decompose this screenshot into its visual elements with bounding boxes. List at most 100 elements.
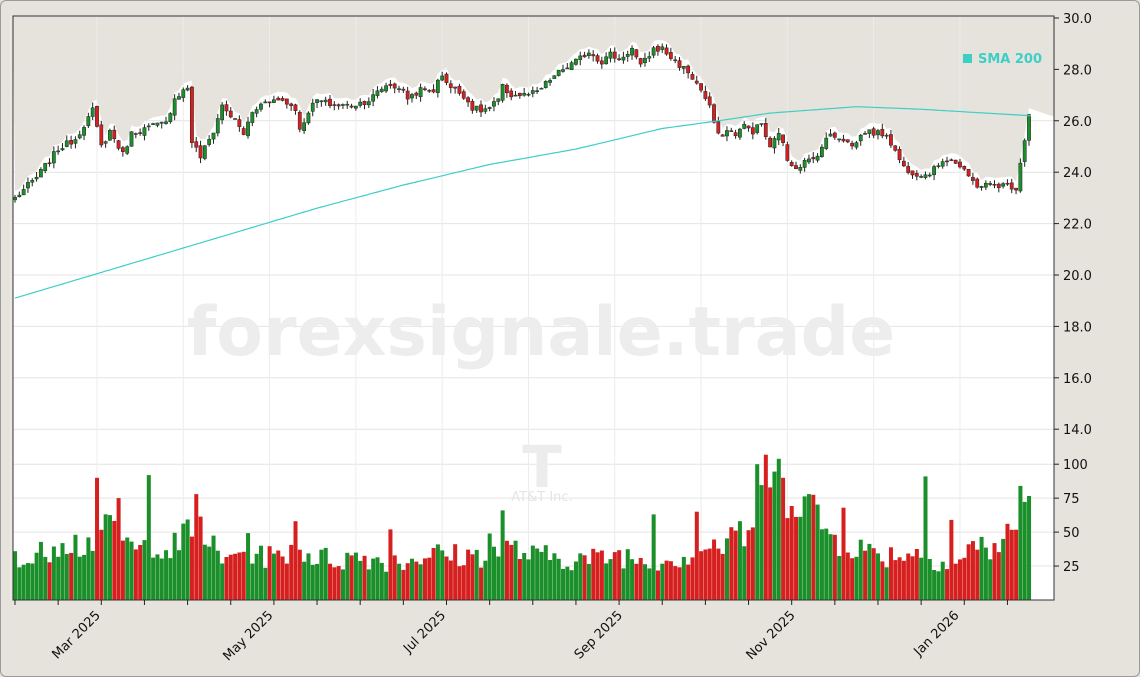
volume-bar xyxy=(90,550,95,600)
volume-bar xyxy=(47,562,52,600)
volume-bar xyxy=(207,546,212,600)
volume-bar xyxy=(863,550,868,600)
candle-body xyxy=(936,165,941,167)
candle-body xyxy=(988,183,993,185)
candle-body xyxy=(168,113,173,122)
candle-body xyxy=(707,96,712,106)
volume-bar xyxy=(699,551,704,600)
volume-bar xyxy=(681,556,686,600)
candle-body xyxy=(548,80,552,83)
volume-bar xyxy=(1014,529,1019,600)
candle-body xyxy=(854,142,859,148)
volume-bar xyxy=(988,559,993,600)
candle-body xyxy=(807,158,811,163)
volume-bar xyxy=(586,563,591,600)
volume-bar xyxy=(526,559,531,600)
candle-body xyxy=(664,47,669,55)
volume-bar xyxy=(798,516,803,600)
candle-body xyxy=(414,92,419,96)
candle-body xyxy=(215,118,220,134)
volume-bar xyxy=(983,547,988,600)
volume-bar xyxy=(565,566,570,600)
candle-body xyxy=(461,91,466,99)
candle-body xyxy=(444,73,449,83)
candle-body xyxy=(750,127,755,135)
candle-body xyxy=(82,127,86,136)
volume-bar xyxy=(77,556,82,600)
candle-body xyxy=(647,56,652,59)
volume-bar xyxy=(323,547,328,600)
candle-body xyxy=(889,134,893,146)
volume-bar xyxy=(336,566,341,600)
candle-body xyxy=(112,129,117,140)
volume-bar xyxy=(940,561,945,600)
candle-body xyxy=(668,52,673,59)
volume-bar xyxy=(970,541,975,600)
volume-bar xyxy=(837,556,842,600)
candle-body xyxy=(177,96,181,100)
volume-bars xyxy=(13,454,1032,600)
candle-body xyxy=(712,104,716,123)
candle-body xyxy=(379,88,384,92)
volume-tick-label: 75 xyxy=(1063,492,1080,507)
volume-bar xyxy=(962,557,967,600)
volume-bar xyxy=(125,537,130,600)
volume-bar xyxy=(932,570,937,600)
candle-body xyxy=(56,150,61,153)
candle-body xyxy=(224,104,229,112)
candle-body xyxy=(73,139,78,144)
volume-bar xyxy=(660,563,665,600)
candle-body xyxy=(617,58,621,60)
candle-body xyxy=(263,101,268,104)
candle-body xyxy=(108,130,112,141)
volume-bar xyxy=(763,454,768,600)
candle-body xyxy=(401,88,406,91)
candle-body xyxy=(720,134,725,137)
candle-body xyxy=(945,160,949,163)
volume-bar xyxy=(315,563,320,600)
candle-body xyxy=(51,151,56,164)
candle-body xyxy=(90,107,95,117)
candle-body xyxy=(315,99,319,103)
volume-bar xyxy=(146,475,151,600)
candle-body xyxy=(677,60,682,68)
candle-body xyxy=(850,142,854,147)
volume-bar xyxy=(500,510,505,600)
volume-bar xyxy=(655,570,660,600)
candle-body xyxy=(526,93,531,96)
volume-bar xyxy=(56,556,61,600)
candle-body xyxy=(366,101,371,106)
volume-bar xyxy=(189,536,194,600)
candle-body xyxy=(341,104,345,106)
volume-bar xyxy=(107,515,112,600)
candle-body xyxy=(556,70,561,76)
candle-body xyxy=(638,58,643,65)
candle-body xyxy=(202,145,207,159)
candle-body xyxy=(164,121,168,124)
volume-bar xyxy=(112,521,117,600)
volume-bar xyxy=(556,558,561,600)
candle-body xyxy=(259,103,263,110)
volume-bar xyxy=(871,548,876,600)
candle-body xyxy=(772,138,777,149)
volume-bar xyxy=(742,546,747,600)
time-tick-label: Nov 2025 xyxy=(744,608,799,663)
candle-body xyxy=(448,83,453,88)
candle-body xyxy=(1014,187,1018,191)
candle-body xyxy=(517,92,522,97)
candle-body xyxy=(599,60,604,65)
volume-bar xyxy=(772,471,777,600)
volume-bar xyxy=(51,546,56,600)
volume-bar xyxy=(479,567,484,600)
candle-body xyxy=(293,104,298,111)
volume-bar xyxy=(25,563,30,600)
candle-body xyxy=(323,99,328,103)
candle-body xyxy=(207,139,212,145)
volume-bar xyxy=(371,558,376,600)
candle-body xyxy=(539,87,544,90)
candle-body xyxy=(983,182,988,188)
candle-body xyxy=(233,118,237,120)
volume-bar xyxy=(543,545,548,600)
volume-bar xyxy=(923,476,928,600)
